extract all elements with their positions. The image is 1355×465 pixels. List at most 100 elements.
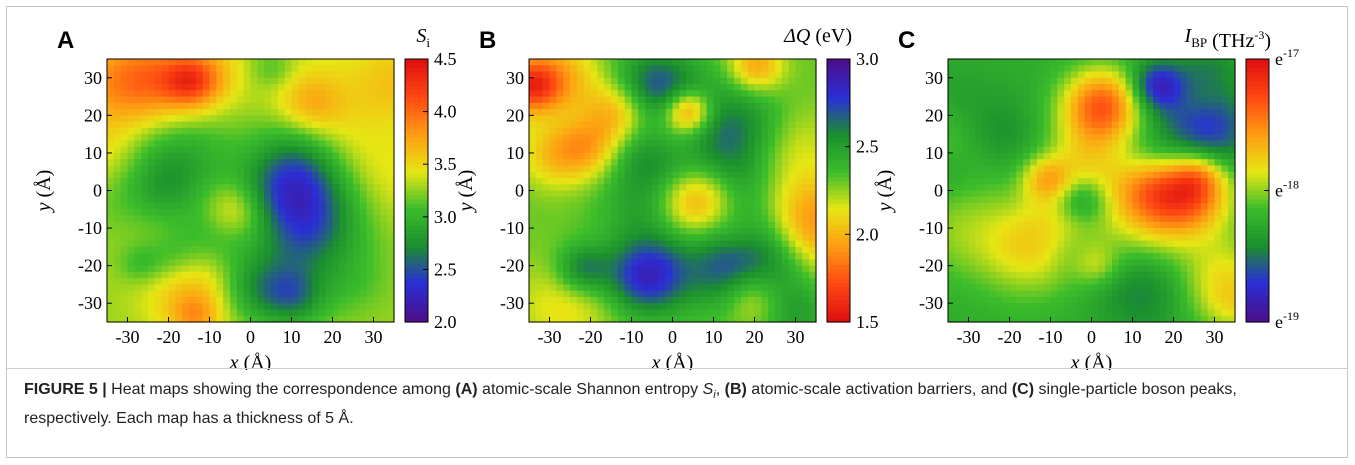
heatmap-cell [549,134,557,141]
heatmap-cell [672,152,680,160]
heatmap-cell [189,90,197,98]
heatmap-cell [1077,109,1086,116]
heatmap-cell [1146,184,1154,192]
heatmap-cell [788,221,797,229]
heatmap-cell [638,177,646,185]
heatmap-cell [590,246,598,254]
heatmap-cell [264,165,272,173]
heatmap-cell [1050,77,1058,85]
heatmap-cell [975,215,983,223]
heatmap-cell [995,121,1004,129]
heatmap-cell [693,77,701,85]
colorbar-segment [827,300,850,306]
colorbar: 4.54.03.53.02.52.0Si [404,25,457,332]
heatmap-cell [373,303,381,311]
heatmap-cell [1077,134,1086,141]
heatmap-cell [631,246,639,254]
heatmap-cell [590,190,598,198]
heatmap-cell [168,303,176,311]
heatmap-cell [141,284,149,292]
heatmap-cell [604,315,612,323]
heatmap-cell [617,115,626,123]
heatmap-cell [271,253,279,260]
heatmap-cell [1187,59,1195,66]
heatmap-cell [549,146,557,154]
heatmap-cell [747,309,756,317]
heatmap-cell [1153,221,1161,229]
heatmap-cell [346,246,354,254]
heatmap-cell [175,290,183,298]
heatmap-cell [1118,127,1127,135]
colorbar-segment [827,221,850,227]
heatmap-cell [236,177,245,185]
heatmap-cell [713,296,721,304]
heatmap-cell [284,96,293,104]
heatmap-cell [693,290,701,298]
heatmap-cell [250,96,258,104]
heatmap-cell [250,221,258,229]
heatmap-cell [1221,140,1229,148]
colorbar-segment [827,229,850,235]
heatmap-cell [107,102,115,110]
heatmap-cell [305,184,313,192]
heatmap-cell [754,215,762,223]
heatmap-cell [223,209,231,217]
heatmap-cell [576,121,585,129]
heatmap-cell [542,196,551,204]
heatmap-cell [1118,184,1127,192]
heatmap-cell [775,165,783,173]
heatmap-cell [387,109,395,116]
heatmap-cell [161,115,170,123]
heatmap-cell [740,265,749,273]
heatmap-cell [658,171,667,179]
heatmap-cell [141,121,149,129]
heatmap-cell [995,165,1004,173]
heatmap-cell [359,253,368,260]
heatmap-cell [1118,109,1127,116]
heatmap-cell [1146,102,1154,110]
heatmap-cell [257,109,265,116]
heatmap-cell [366,271,375,279]
heatmap-cell [264,90,272,98]
heatmap-cell [154,146,163,154]
heatmap-cell [243,265,252,273]
heatmap-cell [617,127,626,135]
heatmap-cell [645,127,653,135]
heatmap-cell [1098,59,1106,66]
heatmap-cell [948,71,956,79]
heatmap-cell [373,309,381,317]
heatmap-cell [325,121,334,129]
heatmap-cell [1057,146,1065,154]
heatmap-cell [535,303,544,311]
heatmap-cell [216,284,224,292]
heatmap-cell [195,127,204,135]
heatmap-cell [1050,228,1058,235]
heatmap-cell [652,115,660,123]
heatmap-cell [802,84,810,91]
heatmap-cell [706,165,715,173]
heatmap-cell [542,65,551,73]
heatmap-cell [1187,221,1195,229]
heatmap-cell [277,228,286,235]
heatmap-cell [277,296,286,304]
heatmap-cell [243,284,252,292]
heatmap-cell [189,65,197,73]
heatmap-cell [332,209,340,217]
heatmap-cell [1050,115,1058,123]
heatmap-cell [535,65,544,73]
heatmap-cell [1071,221,1079,229]
heatmap-cell [134,84,142,91]
heatmap-cell [1084,190,1093,198]
heatmap-cell [346,134,354,141]
heatmap-cell [359,59,368,66]
heatmap-cell [529,59,537,66]
heatmap-cell [968,59,976,66]
heatmap-cell [679,209,687,217]
heatmap-cell [1043,184,1052,192]
heatmap-cell [679,96,687,104]
heatmap-cell [387,171,395,179]
heatmap-cell [795,278,803,286]
heatmap-cell [1112,240,1120,248]
heatmap-cell [257,134,265,141]
heatmap-cell [604,184,612,192]
